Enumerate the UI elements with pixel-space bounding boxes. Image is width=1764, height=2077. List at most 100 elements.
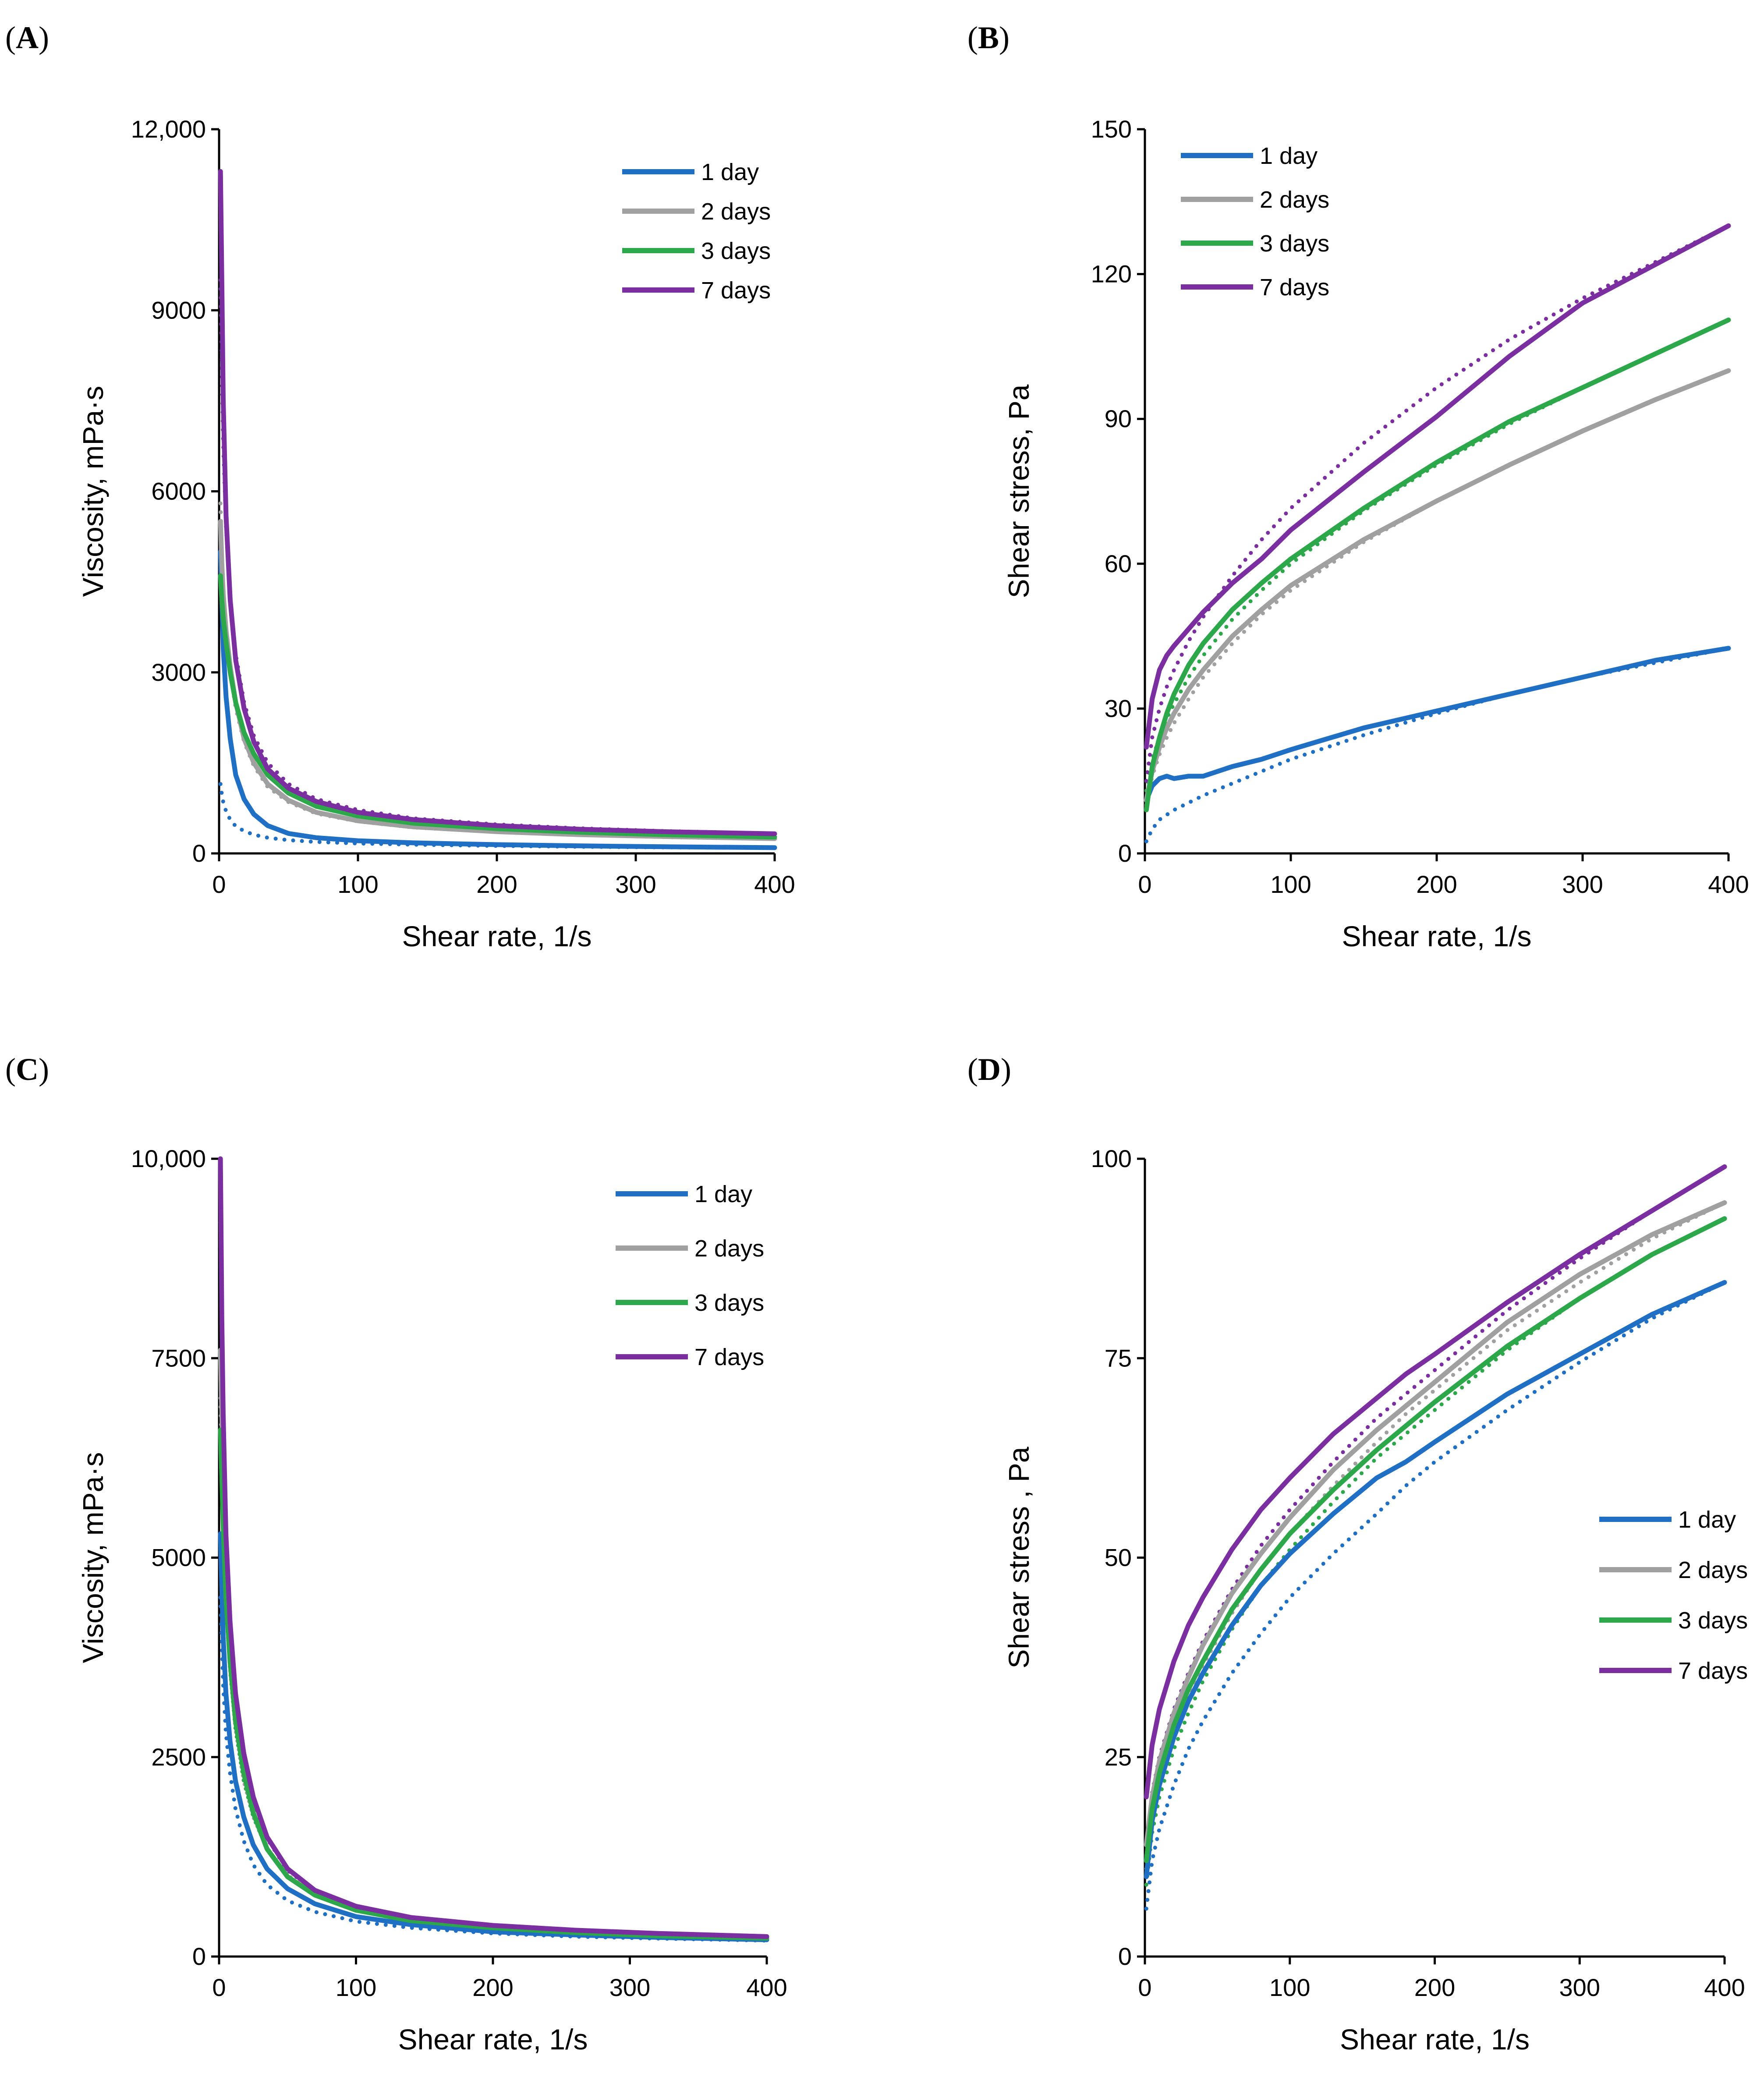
y-tick-label: 0 <box>192 839 206 867</box>
legend-label-1-day: 1 day <box>694 1181 752 1207</box>
legend-label-1-day: 1 day <box>701 159 759 185</box>
x-tick-label: 400 <box>754 870 795 898</box>
legend-label-7-days: 7 days <box>701 277 771 304</box>
legend: 1 day 2 days 3 days 7 days <box>622 159 771 304</box>
panel-a-label: (A) <box>5 20 49 55</box>
series-line-2-days <box>1144 1200 1727 1847</box>
panel-b-label: (B) <box>967 20 1010 55</box>
x-tick-label: 200 <box>472 1974 513 2001</box>
y-tick-label: 10,000 <box>131 1145 206 1172</box>
legend-label-3-days: 3 days <box>1260 230 1329 257</box>
series-fit-3-days <box>218 1436 769 1940</box>
x-tick-label: 300 <box>615 870 656 898</box>
legend: 1 day 2 days 3 days 7 days <box>616 1181 764 1370</box>
x-tick-label: 0 <box>1138 1974 1151 2001</box>
y-tick-label: 150 <box>1091 115 1132 143</box>
legend: 1 day 2 days 3 days 7 days <box>1181 143 1329 301</box>
y-tick-label: 2500 <box>151 1743 206 1771</box>
x-tick-label: 0 <box>212 870 226 898</box>
series-line-2-days <box>218 519 777 841</box>
x-tick-label: 200 <box>476 870 517 898</box>
series-fit-2-days <box>1144 368 1731 807</box>
y-tick-label: 0 <box>192 1943 206 1970</box>
series-line-2-days <box>218 1348 769 1939</box>
x-tick-label: 100 <box>337 870 378 898</box>
series-fit-2-days <box>1144 1200 1727 1871</box>
y-axis-title: Viscosity, mPa·s <box>77 386 109 597</box>
legend-label-7-days: 7 days <box>1678 1658 1748 1684</box>
series-fit-7-days <box>1144 1164 1727 1847</box>
panel-d-plot: 0 25 50 75 100 0 100 200 300 400 Shear rate, 1/s Sh… <box>1002 1145 1748 2056</box>
y-tick-label: 30 <box>1105 694 1132 722</box>
x-tick-label: 300 <box>609 1974 650 2001</box>
y-tick-label: 12,000 <box>131 115 206 143</box>
legend-label-2-days: 2 days <box>1678 1557 1748 1583</box>
panel-b-letter: B <box>978 20 999 55</box>
legend-label-1-day: 1 day <box>1260 143 1318 169</box>
series-line-3-days <box>1144 317 1731 813</box>
series-fit-1-day <box>218 782 777 850</box>
series-fit-3-days <box>1144 318 1731 793</box>
series-fit-7-days <box>218 1221 769 1939</box>
y-tick-label: 75 <box>1105 1344 1132 1372</box>
y-tick-label: 25 <box>1105 1743 1132 1771</box>
series-line-3-days <box>218 573 777 840</box>
x-tick-label: 200 <box>1416 870 1457 898</box>
y-tick-label: 6000 <box>151 478 206 505</box>
y-axis-title: Shear stress , Pa <box>1002 1447 1035 1669</box>
panel-d-letter: D <box>978 1052 1001 1087</box>
series-fit-2-days <box>218 501 777 841</box>
panel-b-plot: 0 30 60 90 120 150 0 100 200 300 400 Shear rate, 1/… <box>1002 115 1749 952</box>
series-line-1-day <box>218 1531 769 1943</box>
series-line-3-days <box>218 1427 769 1941</box>
series-fit-1-day <box>1144 646 1731 843</box>
series-fit-2-days <box>218 1396 769 1939</box>
series-line-7-days <box>218 169 777 836</box>
series-fit-7-days <box>218 278 777 835</box>
legend-label-2-days: 2 days <box>694 1235 764 1262</box>
y-axis-title: Viscosity, mPa·s <box>77 1452 109 1663</box>
legend-label-1-day: 1 day <box>1678 1507 1736 1533</box>
x-axis-title: Shear rate, 1/s <box>1340 2023 1530 2056</box>
x-tick-label: 400 <box>1704 1974 1745 2001</box>
series-line-1-day <box>1144 1280 1727 1879</box>
series-line-7-days <box>1144 223 1731 750</box>
legend-label-7-days: 7 days <box>1260 274 1329 301</box>
panel-a: (A) 0 3000 6000 9000 12,000 0 100 200 300 400 Shea… <box>5 20 795 952</box>
legend-label-7-days: 7 days <box>694 1344 764 1370</box>
y-tick-label: 3000 <box>151 658 206 686</box>
y-tick-label: 100 <box>1091 1145 1132 1172</box>
series-line-7-days <box>218 1156 769 1939</box>
y-tick-label: 5000 <box>151 1544 206 1571</box>
panel-c-letter: C <box>16 1052 39 1087</box>
series-line-1-day <box>218 549 777 850</box>
x-axis-title: Shear rate, 1/s <box>398 2023 588 2056</box>
panel-d-label: (D) <box>967 1052 1011 1087</box>
y-tick-label: 60 <box>1105 550 1132 577</box>
x-tick-label: 100 <box>336 1974 376 2001</box>
x-axis-title: Shear rate, 1/s <box>1342 920 1532 952</box>
series-line-1-day <box>1144 646 1731 803</box>
panel-a-plot: 0 3000 6000 9000 12,000 0 100 200 300 400 Shear ra… <box>77 115 795 952</box>
y-tick-label: 7500 <box>151 1344 206 1372</box>
panel-a-letter: A <box>16 20 39 55</box>
x-tick-label: 300 <box>1559 1974 1600 2001</box>
series-line-7-days <box>1144 1164 1727 1800</box>
y-axis-title: Shear stress, Pa <box>1002 384 1035 598</box>
legend-label-3-days: 3 days <box>701 238 771 264</box>
panel-c: (C) 0 2500 5000 7500 10,000 0 100 200 300 400 Shea… <box>5 1052 787 2056</box>
legend-label-3-days: 3 days <box>1678 1607 1748 1634</box>
legend-label-2-days: 2 days <box>1260 187 1329 213</box>
series-line-2-days <box>1144 368 1731 803</box>
y-tick-label: 50 <box>1105 1544 1132 1571</box>
legend-label-2-days: 2 days <box>701 198 771 225</box>
panel-d: (D) 0 25 50 75 100 0 100 200 300 400 Shear rate, 1… <box>967 1052 1748 2056</box>
series-line-3-days <box>1144 1216 1727 1863</box>
x-tick-label: 100 <box>1269 1974 1310 2001</box>
x-axis-title: Shear rate, 1/s <box>402 920 592 952</box>
x-tick-label: 0 <box>1138 870 1151 898</box>
series-fit-7-days <box>1144 223 1731 783</box>
panel-b: (B) 0 30 60 90 120 150 0 100 200 300 400 Shear rate… <box>967 20 1749 952</box>
legend: 1 day 2 days 3 days 7 days <box>1599 1507 1748 1684</box>
